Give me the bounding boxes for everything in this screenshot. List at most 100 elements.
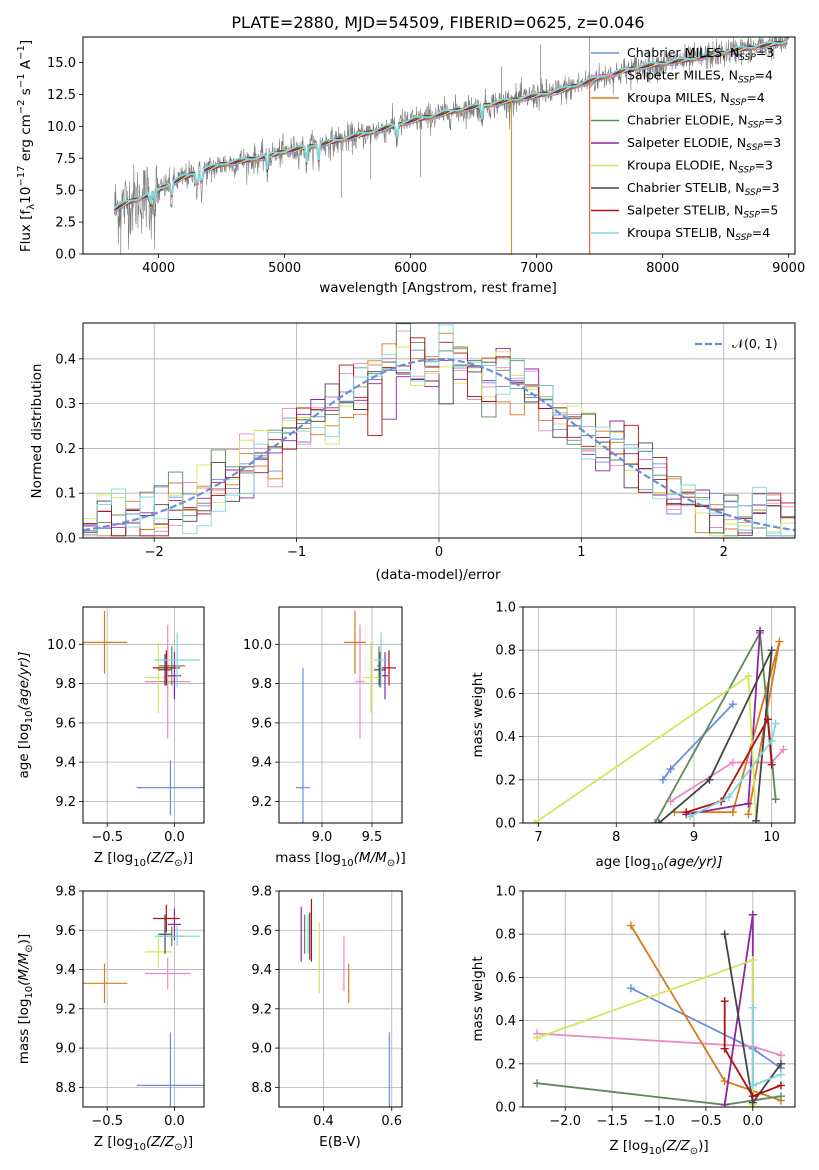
weight-marker bbox=[776, 1081, 785, 1090]
model-fit-line-9 bbox=[113, 40, 788, 209]
y-tick-label: 9.2 bbox=[55, 1002, 76, 1017]
y-tick-label: 9.6 bbox=[251, 716, 272, 731]
weight-vs-age-panel-x-axis-label: age [log10​(age/yr)] bbox=[595, 854, 722, 873]
x-tick-label: −2.0 bbox=[549, 1114, 581, 1129]
weight-marker bbox=[779, 745, 788, 754]
weight-marker bbox=[767, 736, 776, 745]
y-tick-label: 0.4 bbox=[55, 352, 76, 367]
age-vs-mass-panel-plot-area bbox=[296, 610, 396, 823]
x-tick-label: 0.0 bbox=[164, 1114, 185, 1129]
weight-line bbox=[670, 748, 784, 803]
y-tick-label: 9.4 bbox=[55, 756, 76, 771]
y-tick-label: 0.0 bbox=[495, 817, 516, 832]
legend-count: =4 bbox=[752, 225, 770, 240]
label-part: age [log bbox=[595, 854, 650, 870]
errorbar-point-1 bbox=[136, 760, 204, 816]
weight-marker bbox=[776, 1070, 785, 1079]
y-tick-label: 1.0 bbox=[495, 885, 516, 900]
y-tick-label: 0.8 bbox=[495, 928, 516, 943]
label-part: (age/yr)] bbox=[663, 854, 722, 870]
weight-marker bbox=[767, 760, 776, 769]
age-vs-Z-panel-y-axis-label: age [log10​(age/yr)] bbox=[16, 651, 35, 778]
label-part: erg cm bbox=[18, 114, 34, 165]
y-tick-label: 0.4 bbox=[495, 730, 516, 745]
weight-marker bbox=[658, 775, 667, 784]
mass-vs-Z-panel-x-axis-label: Z [log10​(Z/Z⊙​)] bbox=[94, 1134, 193, 1153]
label-part: wavelength [Angstrom, rest frame] bbox=[319, 280, 557, 296]
errorbar-point-2 bbox=[144, 957, 191, 990]
weight-vs-Z-panel-plot-area bbox=[533, 910, 785, 1107]
label-part: age [log bbox=[16, 723, 32, 778]
x-tick-label: 9000 bbox=[772, 261, 805, 276]
histogram-x-axis-label: (data-model)/error bbox=[375, 567, 501, 583]
spectrum-frame bbox=[82, 36, 796, 255]
weight-marker bbox=[776, 1059, 785, 1068]
x-tick-label: 1 bbox=[577, 545, 585, 560]
age-vs-Z-panel-x-axis-label: Z [log10​(Z/Z⊙​)] bbox=[94, 850, 193, 869]
label-part: )] bbox=[395, 850, 406, 866]
legend-name: Kroupa ELODIE, N bbox=[627, 158, 738, 173]
legend-subscript: SSP bbox=[738, 166, 755, 176]
weight-marker bbox=[748, 1003, 757, 1012]
weight-marker bbox=[720, 1100, 729, 1107]
y-tick-label: 10.0 bbox=[47, 638, 76, 653]
y-tick-label: 9.2 bbox=[55, 795, 76, 810]
label-part: −2 bbox=[16, 99, 27, 114]
weight-marker bbox=[748, 1092, 757, 1101]
weight-series-8 bbox=[720, 997, 785, 1101]
mass-vs-ebv-panel-grid bbox=[279, 890, 402, 1107]
y-tick-label: 9.4 bbox=[251, 756, 272, 771]
y-tick-label: 9.2 bbox=[251, 795, 272, 810]
age-vs-mass-panel-frame bbox=[278, 606, 403, 824]
histogram-step-7 bbox=[83, 356, 795, 536]
observed-spectrum-line bbox=[114, 37, 789, 250]
errorbar-point-3 bbox=[344, 610, 366, 674]
legend-name: Salpeter MILES, N bbox=[627, 68, 738, 83]
age-vs-Z-panel-plot-area bbox=[83, 610, 204, 816]
weight-line bbox=[723, 1001, 782, 1098]
weight-marker bbox=[720, 1044, 729, 1053]
label-part: ⊙ bbox=[24, 944, 35, 952]
y-tick-label: 9.6 bbox=[55, 716, 76, 731]
x-tick-label: 10 bbox=[763, 830, 780, 845]
weight-line bbox=[658, 649, 773, 823]
x-tick-label: 0 bbox=[435, 545, 443, 560]
age-vs-Z-panel-grid bbox=[83, 607, 204, 823]
label-part: −1 bbox=[16, 73, 27, 88]
mass-vs-ebv-panel-plot-area bbox=[300, 898, 390, 1107]
histogram-panel-plot-area bbox=[83, 323, 795, 537]
label-part: λ bbox=[26, 204, 37, 210]
label-part: s bbox=[18, 88, 34, 99]
label-part: 10 bbox=[649, 1146, 662, 1157]
weight-marker bbox=[728, 700, 737, 709]
legend-entry-4: Chabrier ELODIE, NSSP=3 bbox=[627, 113, 782, 131]
legend-name: Kroupa MILES, N bbox=[627, 90, 730, 105]
x-tick-label: −0.5 bbox=[91, 1114, 123, 1129]
x-tick-label: 0.4 bbox=[313, 1114, 334, 1129]
x-tick-label: 2 bbox=[720, 545, 728, 560]
errorbar-point-9 bbox=[154, 926, 200, 946]
y-tick-label: 15.0 bbox=[47, 56, 76, 71]
x-tick-label: −1.5 bbox=[596, 1114, 628, 1129]
weight-vs-age-panel-plot-area bbox=[530, 626, 788, 823]
age-vs-mass-panel: 9.0 9.5 9.2 9.4 9.6 9.8 10.0 mass [log10​(M/M⊙​… bbox=[243, 606, 406, 869]
legend-count: =5 bbox=[760, 203, 778, 218]
errorbar-point-2 bbox=[144, 624, 191, 739]
weight-marker bbox=[752, 816, 761, 823]
label-part: Z [log bbox=[609, 1138, 648, 1154]
spectrum-panel: 4000 5000 6000 7000 8000 9000 0.0 2.5 5.0 7.5 10.0… bbox=[16, 36, 805, 296]
histogram-step-9 bbox=[83, 324, 795, 537]
label-part: Z [log bbox=[94, 1134, 133, 1150]
y-tick-label: 9.0 bbox=[55, 1042, 76, 1057]
weight-marker bbox=[724, 793, 733, 802]
label-part: ] bbox=[18, 40, 34, 45]
legend-entry-normal: 𝒩(0, 1) bbox=[732, 336, 778, 351]
y-tick-label: 0.0 bbox=[495, 1101, 516, 1116]
legend-subscript: SSP bbox=[747, 121, 764, 131]
weight-marker bbox=[530, 819, 539, 823]
weight-line bbox=[686, 630, 761, 816]
figure-title: PLATE=2880, MJD=54509, FIBERID=0625, z=0… bbox=[231, 13, 644, 32]
weight-marker bbox=[705, 775, 714, 784]
